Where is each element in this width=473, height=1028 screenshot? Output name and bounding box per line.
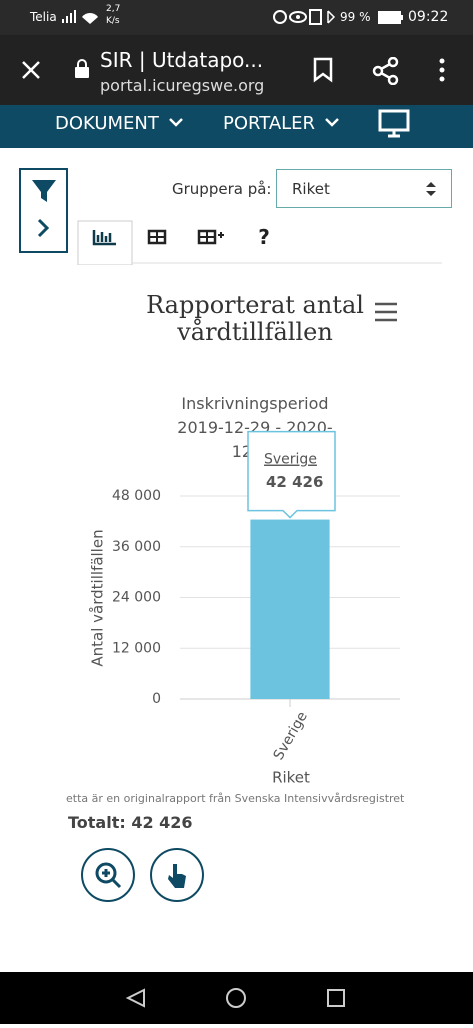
home-button[interactable] bbox=[226, 988, 246, 1008]
help-tab-icon[interactable]: ? bbox=[258, 225, 270, 249]
x-axis-title: Riket bbox=[272, 769, 310, 787]
tooltip-box bbox=[247, 430, 336, 519]
tool-buttons bbox=[81, 848, 204, 902]
y-tick-label: 48 000 bbox=[112, 488, 161, 504]
group-label: Gruppera på: bbox=[172, 180, 272, 198]
pan-button[interactable] bbox=[150, 848, 204, 902]
system-nav bbox=[0, 972, 473, 1024]
beta-tab-icon[interactable] bbox=[197, 229, 224, 245]
chevron bbox=[169, 118, 183, 127]
lock-icon bbox=[75, 59, 89, 78]
share-button[interactable] bbox=[372, 57, 400, 85]
nav-item[interactable]: DOKUMENT bbox=[55, 113, 159, 134]
signal-icons bbox=[62, 10, 98, 24]
chart-menu[interactable] bbox=[374, 302, 398, 322]
tab-bar: ? bbox=[77, 220, 442, 265]
recents-button[interactable] bbox=[327, 989, 345, 1007]
page-title: SIR | Utdatapo... bbox=[100, 48, 264, 72]
y-tick-label: 12 000 bbox=[112, 640, 161, 656]
time: 09:22 bbox=[408, 9, 449, 25]
back-button[interactable] bbox=[125, 988, 145, 1008]
credit: etta är en originalrapport från Svenska … bbox=[66, 792, 405, 805]
select-arrows bbox=[426, 182, 436, 196]
carrier: Telia bbox=[30, 10, 57, 24]
nav-item[interactable]: PORTALER bbox=[223, 113, 316, 134]
chart-tab-icon bbox=[92, 230, 116, 246]
close-button[interactable] bbox=[20, 59, 42, 81]
battery-icon bbox=[378, 11, 403, 24]
y-tick-label: 24 000 bbox=[112, 590, 161, 606]
battery-level: 99 % bbox=[340, 10, 371, 24]
filter-button[interactable] bbox=[19, 168, 69, 254]
y-tick-label: 36 000 bbox=[112, 539, 161, 555]
browser-bar: SIR | Utdatapo... portal.icuregswe.org bbox=[0, 35, 473, 105]
x-tick-label: Sverige bbox=[271, 709, 311, 763]
chart-title: Rapporterat antal vårdtillfällen bbox=[146, 291, 364, 346]
zoom-button[interactable] bbox=[81, 848, 135, 902]
desktop-icon[interactable] bbox=[378, 109, 410, 139]
group-select[interactable]: Riket bbox=[276, 169, 452, 208]
system-nav-icons bbox=[125, 988, 345, 1008]
y-axis-title: Antal vårdtillfällen bbox=[89, 529, 107, 666]
bookmark-button[interactable] bbox=[312, 57, 334, 83]
speed: 2,7 bbox=[106, 4, 121, 14]
nav-bar: DOKUMENT PORTALER bbox=[0, 105, 473, 148]
table-tab-icon[interactable] bbox=[147, 229, 167, 245]
select-value: Riket bbox=[292, 180, 330, 198]
y-tick-label: 0 bbox=[152, 691, 161, 707]
bar bbox=[250, 519, 330, 699]
chevron bbox=[325, 118, 339, 127]
speed-unit: K/s bbox=[106, 16, 120, 26]
chart: 0 12 000 24 000 36 000 48 000 Antal vårdtillf… bbox=[89, 430, 400, 787]
total: Totalt: 42 426 bbox=[68, 813, 193, 832]
menu-button[interactable] bbox=[438, 57, 446, 83]
status-icons bbox=[273, 9, 336, 25]
url: portal.icuregswe.org bbox=[100, 76, 265, 95]
tooltip-value: 42 426 bbox=[266, 473, 323, 491]
tooltip: Sverige 42 426 bbox=[247, 430, 336, 519]
tooltip-category: Sverige bbox=[264, 452, 317, 468]
status-bar: Telia 2,7 K/s 99 % 09:22 bbox=[0, 0, 473, 35]
